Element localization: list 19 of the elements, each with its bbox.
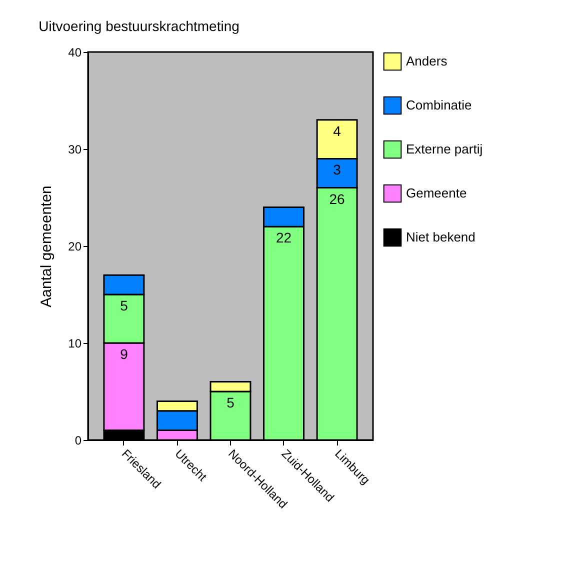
data-label: 3 xyxy=(333,162,342,178)
chart-title: Uitvoering bestuurskrachtmeting xyxy=(38,18,240,34)
legend-label: Niet bekend xyxy=(406,230,476,244)
data-label: 5 xyxy=(226,394,235,410)
data-label: 9 xyxy=(120,346,128,362)
y-tick-label: 30 xyxy=(68,142,82,156)
legend-label: Anders xyxy=(406,54,448,68)
data-label: 26 xyxy=(329,190,346,207)
y-tick-label: 0 xyxy=(74,434,82,448)
data-label: 5 xyxy=(120,298,128,314)
data-label: 4 xyxy=(333,122,342,139)
legend-label: Combinatie xyxy=(406,98,472,112)
y-tick-label: 20 xyxy=(68,240,82,254)
legend-label: Gemeente xyxy=(406,186,467,200)
y-axis-title: Aantal gemeenten xyxy=(38,186,56,308)
legend-label: Externe partij xyxy=(406,142,483,156)
y-tick-label: 40 xyxy=(68,46,82,60)
y-tick-label: 10 xyxy=(68,336,82,350)
data-label: 22 xyxy=(276,230,292,246)
